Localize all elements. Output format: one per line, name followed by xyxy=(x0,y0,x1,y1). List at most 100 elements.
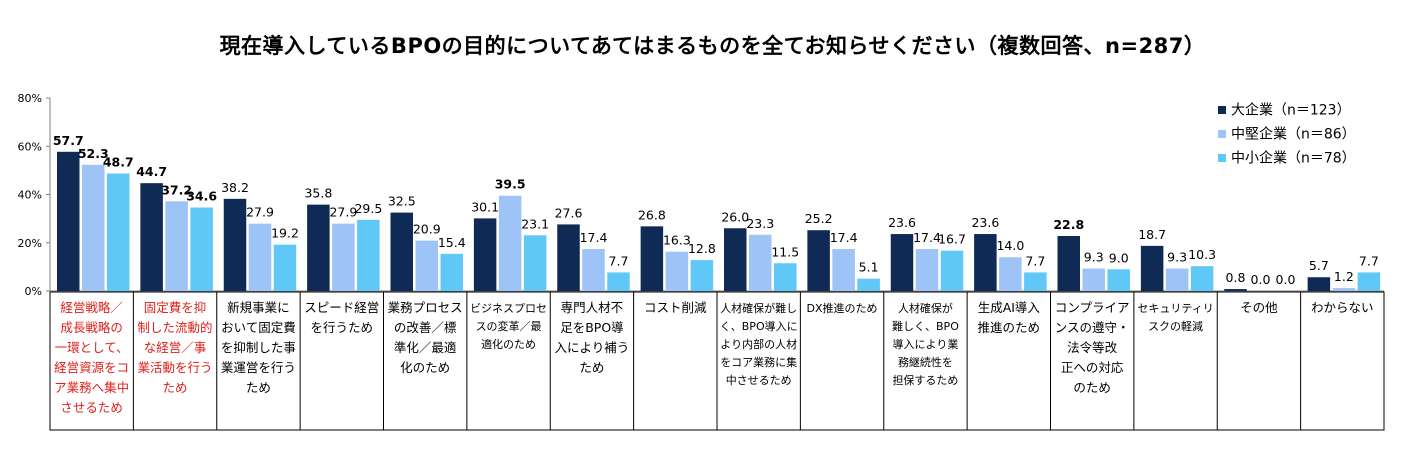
y-tick-label: 40% xyxy=(18,189,42,202)
data-label: 38.2 xyxy=(221,180,249,195)
category-label: 業運営を行う xyxy=(221,360,296,375)
bar xyxy=(190,207,213,291)
category-label: を行うため xyxy=(311,320,374,335)
data-label: 29.5 xyxy=(354,201,382,216)
data-label: 7.7 xyxy=(1025,253,1045,268)
bar xyxy=(724,228,747,291)
category-label: 準化／最適 xyxy=(394,340,457,355)
category-label: 業活動を行う xyxy=(138,360,213,375)
bar xyxy=(1224,289,1247,291)
bar xyxy=(857,278,880,291)
category-label: 生成AI導入 xyxy=(978,300,1041,315)
data-label: 18.7 xyxy=(1138,227,1166,242)
category-label: 担保するため xyxy=(892,373,958,387)
category-label: 難しく、BPO xyxy=(892,320,959,333)
category-label: 務継続性を xyxy=(898,355,953,369)
category-label: 業務プロセス xyxy=(388,300,463,315)
data-label: 10.3 xyxy=(1188,247,1216,262)
data-label: 27.9 xyxy=(329,205,357,220)
category-label: ため xyxy=(246,380,271,395)
data-label: 5.7 xyxy=(1309,258,1329,273)
data-labels: 57.7 44.7 38.2 35.8 32.5 30.1 27.6 26.8 26.0 25.2… xyxy=(53,133,1379,287)
category-label: DX推進のため xyxy=(807,301,878,315)
bar xyxy=(832,249,855,291)
bar xyxy=(974,234,997,291)
legend-swatch xyxy=(1218,154,1226,162)
legend-label: 中堅企業（n＝86） xyxy=(1231,126,1356,143)
bar xyxy=(415,240,438,291)
data-label: 23.6 xyxy=(971,215,999,230)
category-label: 制した流動的 xyxy=(138,320,213,335)
data-label: 44.7 xyxy=(136,164,167,179)
data-label: 52.3 xyxy=(78,146,109,161)
data-label: 17.4 xyxy=(580,230,608,245)
bar xyxy=(223,198,247,291)
data-label: 16.3 xyxy=(663,233,691,248)
category-label: ため xyxy=(579,360,604,375)
category-label: ビジネスプロセ xyxy=(470,302,547,315)
category-label: スクの軽減 xyxy=(1148,319,1203,333)
bars xyxy=(57,151,1381,291)
bar xyxy=(1357,272,1381,291)
category-label: 導入により業 xyxy=(893,337,959,351)
data-label: 11.5 xyxy=(771,244,799,259)
data-label: 22.8 xyxy=(1053,217,1084,232)
bar xyxy=(1307,277,1331,291)
data-label: 7.7 xyxy=(1359,253,1379,268)
bar xyxy=(107,173,130,291)
data-label: 1.2 xyxy=(1334,269,1354,284)
data-label: 57.7 xyxy=(53,133,84,148)
data-label: 5.1 xyxy=(859,260,879,275)
data-label: 17.4 xyxy=(830,230,858,245)
data-label: 0.0 xyxy=(1276,272,1296,287)
bar xyxy=(307,204,330,291)
data-label: 0.0 xyxy=(1251,272,1271,287)
data-label: 9.3 xyxy=(1084,250,1104,265)
category-label: 足をBPO導 xyxy=(560,320,623,335)
data-label: 15.4 xyxy=(438,235,466,250)
category-label: 新規事業に xyxy=(227,300,290,315)
category-label: 推進のため xyxy=(978,320,1041,335)
legend-label: 大企業（n＝123） xyxy=(1231,102,1351,119)
bar xyxy=(57,151,80,291)
category-label: 固定費を抑 xyxy=(144,300,207,315)
category-label: 専門人材不 xyxy=(561,300,624,315)
category-label: ア業務へ集中 xyxy=(54,380,129,395)
category-label: コスト削減 xyxy=(644,300,707,315)
category-label: 法令等改 xyxy=(1067,340,1118,355)
bar xyxy=(774,263,797,291)
data-label: 25.2 xyxy=(805,211,833,226)
data-label: 12.8 xyxy=(688,241,716,256)
category-label: な経営／事 xyxy=(144,340,207,355)
category-label: 人材確保が難し xyxy=(720,301,797,315)
category-label: セキュリティリ xyxy=(1137,302,1213,315)
bar xyxy=(690,260,714,291)
category-label: ため xyxy=(163,380,188,395)
bar xyxy=(557,224,580,291)
category-label: 経営資源をコ xyxy=(54,360,129,375)
data-label: 14.0 xyxy=(996,238,1024,253)
data-label: 9.3 xyxy=(1167,250,1187,265)
data-label: 35.8 xyxy=(304,186,332,201)
category-label: ンスの遵守・ xyxy=(1055,320,1130,335)
bar xyxy=(607,272,630,291)
bar xyxy=(1107,269,1130,291)
bar xyxy=(390,212,413,291)
bar xyxy=(498,195,522,291)
data-label: 48.7 xyxy=(103,155,134,170)
bar xyxy=(82,164,105,291)
category-label: 経営戦略／ xyxy=(60,300,123,315)
bar xyxy=(440,253,463,291)
y-tick-label: 80% xyxy=(18,92,42,105)
category-label: 一環として、 xyxy=(55,340,129,355)
category-label: 化のため xyxy=(400,360,450,375)
y-tick-label: 0% xyxy=(25,285,42,298)
category-label: を抑制した事 xyxy=(221,340,296,355)
category-label: をコア業務に集 xyxy=(720,355,797,369)
category-label: 成長戦略の xyxy=(60,320,123,335)
data-label: 30.1 xyxy=(471,199,499,214)
bar xyxy=(749,234,772,291)
data-label: 32.5 xyxy=(388,194,416,209)
category-label: させるため xyxy=(60,400,123,415)
